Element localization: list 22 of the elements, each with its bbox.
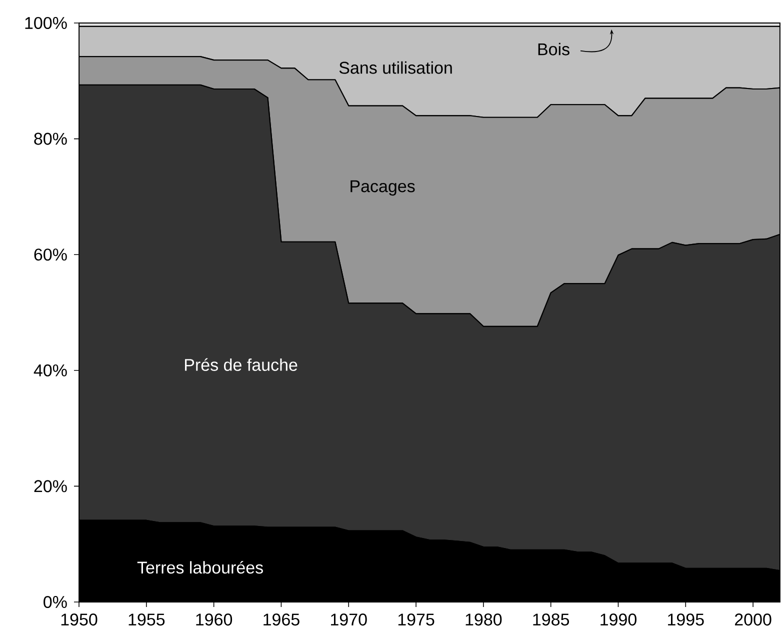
legend-label: Bois (538, 42, 570, 56)
series-label: Sans utilisation (339, 61, 452, 74)
y-tick-label: 60% (34, 248, 67, 261)
x-tick-label: 1970 (331, 614, 367, 626)
y-tick-label: 100% (25, 16, 67, 30)
x-tick-label: 1990 (600, 614, 636, 626)
x-tick-label: 1985 (533, 614, 570, 626)
x-tick-label: 1980 (466, 614, 502, 626)
x-tick-label: 1995 (668, 614, 704, 626)
y-tick-label: 20% (34, 480, 67, 492)
x-tick-label: 1960 (196, 614, 232, 626)
x-tick-label: 1975 (398, 614, 434, 626)
x-tick-label: 2000 (734, 614, 772, 626)
series-label: Prés de fauche (185, 358, 298, 371)
y-tick-label: 80% (34, 132, 67, 145)
y-tick-label: 0% (44, 596, 67, 608)
x-tick-label: 1955 (128, 614, 165, 626)
x-tick-label: 1965 (264, 614, 300, 626)
series-label: Pacages (350, 180, 415, 196)
x-tick-label: 1950 (61, 614, 98, 626)
series-label: Terres labourées (137, 560, 263, 574)
y-tick-label: 40% (34, 364, 67, 376)
